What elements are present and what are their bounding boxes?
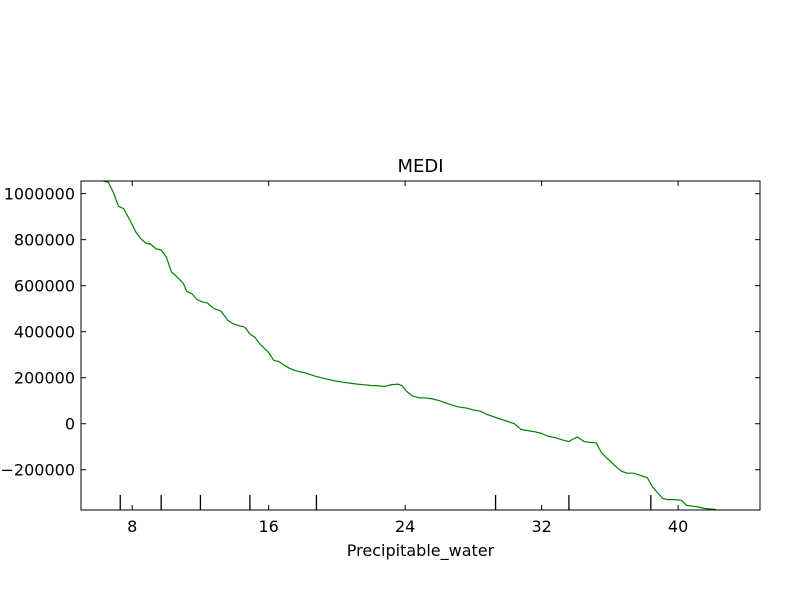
plot-area — [80, 180, 761, 511]
y-tick-label: 0 — [65, 415, 75, 434]
series-line-1 — [103, 181, 716, 510]
plot-frame — [80, 180, 761, 511]
y-tick-label: 600000 — [14, 277, 75, 296]
y-tick-label: −200000 — [1, 461, 75, 480]
y-axis: −200000 0 200000 400000 600000 800000 1000000 — [1, 185, 760, 480]
y-tick-label: 1000000 — [4, 185, 75, 204]
y-tick-label: 400000 — [14, 323, 75, 342]
x-axis-label: Precipitable_water — [347, 541, 495, 561]
y-tick-label: 800000 — [14, 231, 75, 250]
y-tick-label: 200000 — [14, 369, 75, 388]
x-tick-label: 32 — [531, 517, 551, 536]
x-tick-label: 16 — [258, 517, 278, 536]
x-tick-label: 8 — [127, 517, 137, 536]
x-tick-label: 40 — [668, 517, 688, 536]
x-axis: 8 16 24 32 40 — [127, 181, 688, 536]
chart-title: MEDI — [397, 156, 443, 177]
x-tick-label: 24 — [395, 517, 415, 536]
